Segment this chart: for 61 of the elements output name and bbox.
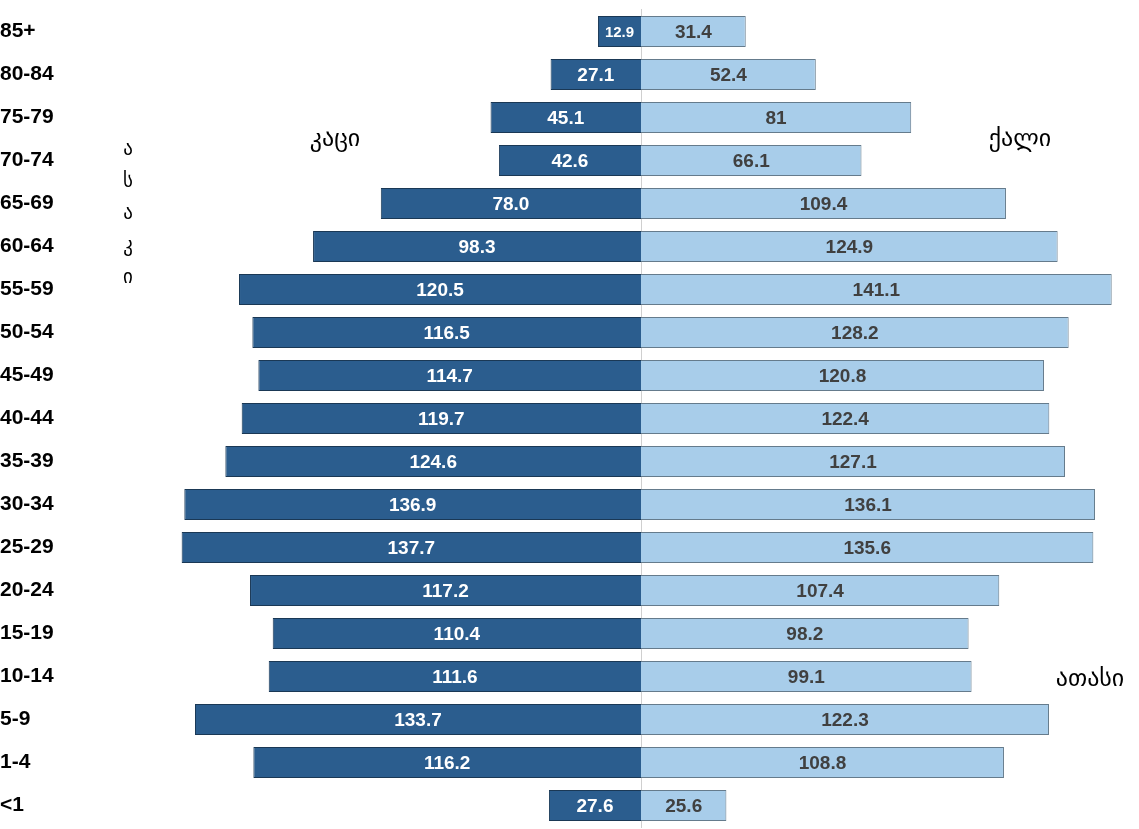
data-label: 42.6 [551, 149, 589, 171]
data-label: 114.7 [426, 364, 473, 386]
data-label: 116.2 [423, 751, 471, 773]
data-label: 122.3 [821, 708, 869, 730]
data-label: 66.1 [732, 149, 771, 171]
data-label: 110.4 [433, 622, 481, 644]
data-label: 120.8 [818, 364, 867, 386]
y-tick-label: <1 [0, 792, 25, 816]
data-label: 128.2 [831, 321, 879, 343]
y-tick-label: 1-4 [0, 749, 31, 773]
data-label: 99.1 [787, 665, 826, 687]
data-label: 108.8 [798, 751, 847, 773]
data-label: 98.2 [786, 622, 824, 644]
y-tick-label: 35-39 [0, 448, 54, 472]
data-label: 124.9 [825, 235, 874, 257]
y-tick-label: 25-29 [0, 534, 54, 558]
data-label: 81 [765, 106, 788, 128]
y-tick-label: 75-79 [0, 104, 54, 128]
y-tick-label: 85+ [0, 18, 36, 42]
y-axis-title: ასაკი [123, 136, 133, 287]
y-tick-label: 45-49 [0, 362, 54, 386]
data-label: 117.2 [422, 579, 469, 601]
y-tick-label: 30-34 [0, 491, 55, 515]
data-label: 12.9 [604, 22, 635, 40]
y-tick-label: 20-24 [0, 577, 55, 601]
y-tick-label: 65-69 [0, 190, 54, 214]
data-label: 109.4 [799, 192, 848, 214]
data-label: 27.6 [576, 794, 614, 816]
data-label: 127.1 [829, 450, 878, 472]
data-label: 135.6 [843, 536, 891, 558]
data-label: 136.9 [388, 493, 437, 515]
y-tick-label: 40-44 [0, 405, 55, 429]
data-label: 133.7 [394, 708, 442, 730]
y-tick-label: 50-54 [0, 319, 55, 343]
data-label: 31.4 [674, 20, 713, 42]
data-label: 25.6 [665, 794, 703, 816]
y-tick-label: 10-14 [0, 663, 55, 687]
y-tick-label: 55-59 [0, 276, 54, 300]
data-label: 136.1 [844, 493, 893, 515]
data-label: 52.4 [709, 63, 748, 85]
series-label: კაცი [309, 124, 361, 153]
y-tick-label: 60-64 [0, 233, 55, 257]
y-tick-label: 80-84 [0, 61, 55, 85]
data-label: 27.1 [577, 63, 615, 85]
data-label: 98.3 [458, 235, 496, 257]
y-tick-label: 70-74 [0, 147, 55, 171]
data-label: 78.0 [492, 192, 530, 214]
data-label: 119.7 [418, 407, 465, 429]
data-label: 124.6 [409, 450, 457, 472]
data-label: 120.5 [416, 278, 465, 300]
data-label: 107.4 [796, 579, 845, 601]
y-tick-label: 5-9 [0, 706, 31, 730]
data-label: 122.4 [821, 407, 870, 429]
data-label: 137.7 [387, 536, 436, 558]
series-label: ქალი [988, 124, 1052, 153]
data-label: 111.6 [432, 665, 478, 687]
data-label: 141.1 [852, 278, 901, 300]
y-tick-label: 15-19 [0, 620, 54, 644]
data-label: 45.1 [547, 106, 585, 128]
annotation: ათასი [1055, 664, 1125, 693]
data-label: 116.5 [423, 321, 471, 343]
